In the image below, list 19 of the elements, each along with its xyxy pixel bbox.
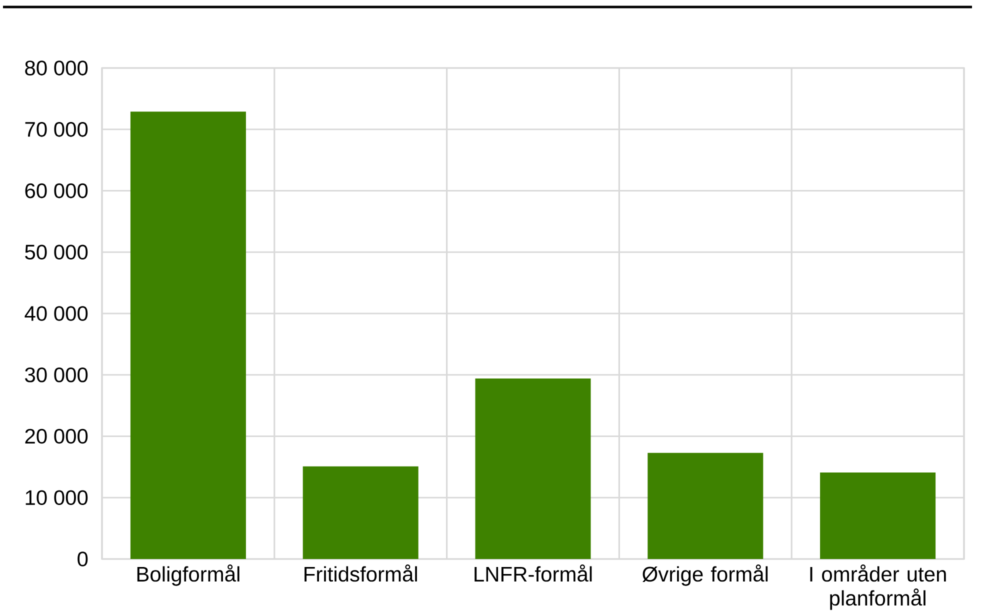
y-tick-label: 0	[78, 552, 88, 566]
bar	[648, 452, 764, 559]
y-tick-label: 80 000	[25, 60, 88, 76]
x-tick-label: LNFR-formål	[474, 564, 592, 582]
bar	[302, 466, 418, 559]
y-tick-label: 40 000	[24, 306, 88, 321]
y-tick-label: 50 000	[25, 244, 88, 260]
x-tick-label: Boligformål	[137, 564, 240, 586]
y-tick-label: 60 000	[25, 183, 88, 198]
x-tick-label: Fritidsformål	[304, 564, 417, 582]
x-tick-label: I områder uten planformål	[810, 564, 946, 610]
x-tick-label: Øvrige formål	[642, 564, 768, 586]
y-tick-label: 10 000	[26, 490, 88, 506]
y-tick-label: 70 000	[25, 122, 88, 137]
bar	[475, 378, 591, 559]
y-tick-label: 20 000	[25, 428, 88, 444]
bar	[130, 112, 246, 559]
bar	[820, 472, 936, 559]
y-tick-label: 30 000	[25, 367, 88, 382]
